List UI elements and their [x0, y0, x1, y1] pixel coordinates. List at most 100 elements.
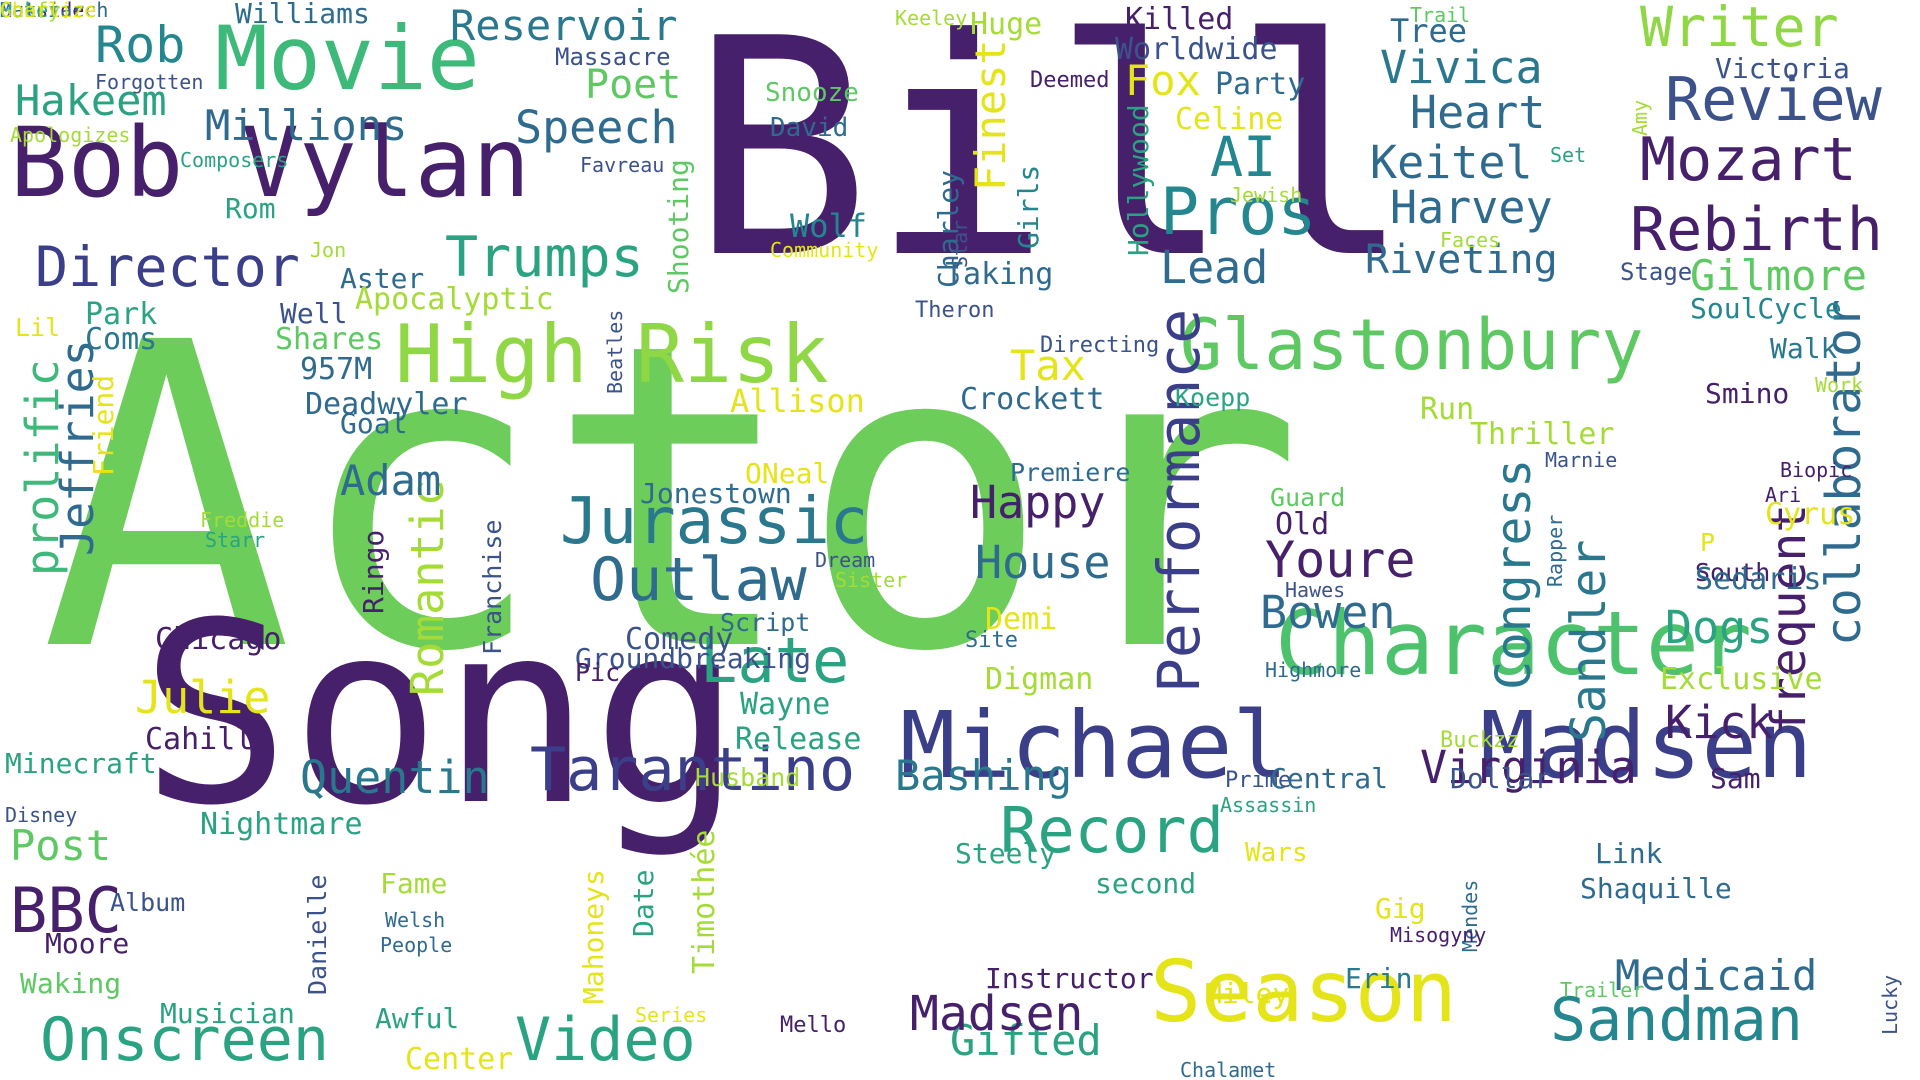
- word-disney: Disney: [5, 803, 78, 827]
- word-riveting: Riveting: [1365, 237, 1558, 283]
- word-steely: Steely: [955, 837, 1057, 870]
- word-harvey: Harvey: [1390, 181, 1553, 234]
- word-bob-vylan: Bob Vylan: [10, 107, 531, 219]
- word-jurassic: Jurassic: [560, 485, 869, 559]
- word-actor: Actor: [40, 255, 1305, 744]
- word-groundbreaking: Groundbreaking: [575, 642, 812, 675]
- word-director: Director: [35, 235, 300, 299]
- word-shooting: Shooting: [662, 159, 695, 295]
- word-keeley: Keeley: [895, 6, 968, 30]
- word-dogs: Dogs: [1665, 601, 1774, 654]
- word-reservoir: Reservoir: [450, 1, 678, 50]
- word-gilmore: Gilmore: [1690, 251, 1868, 300]
- word-sandman: Sandman: [1550, 985, 1803, 1055]
- word-writer: Writer: [1640, 0, 1839, 59]
- word-misogyny: Misogyny: [1390, 923, 1487, 947]
- word-buckzz: Buckzz: [1440, 728, 1520, 753]
- word-date: Date: [627, 869, 660, 938]
- word-stage: Stage: [1620, 258, 1693, 286]
- word-cahills: Cahills: [145, 722, 272, 757]
- word-exclusive: Exclusive: [1660, 662, 1823, 697]
- word-jon: Jon: [310, 238, 347, 262]
- word-wayne: Wayne: [740, 687, 831, 722]
- word-david: David: [770, 113, 849, 143]
- word-season: Season: [1150, 943, 1458, 1042]
- word-onscreen: Onscreen: [40, 1005, 329, 1075]
- word-dollar: Dollar: [1450, 762, 1552, 795]
- word-medicaid: Medicaid: [1615, 951, 1818, 1000]
- word-dream: Dream: [815, 548, 876, 572]
- word-shares: Shares: [275, 322, 384, 357]
- word-coms: Coms: [85, 322, 158, 357]
- word-wolf: Wolf: [790, 207, 868, 245]
- word-girls: Girls: [1012, 164, 1045, 249]
- word-happy: Happy: [970, 476, 1106, 529]
- word-favreau: Favreau: [580, 153, 665, 177]
- word-keitel: Keitel: [1370, 136, 1533, 189]
- word-biopic: Biopic: [1780, 458, 1853, 482]
- word-central: Central: [1270, 762, 1389, 795]
- word-forgotten: Forgotten: [95, 70, 204, 94]
- word-house: House: [975, 536, 1111, 589]
- word-chicago: Chicago: [155, 622, 282, 657]
- word-bowen: Bowen: [1260, 586, 1396, 639]
- word-huge: Huge: [970, 7, 1043, 42]
- word-pros: Pros: [1160, 175, 1317, 250]
- word-matriarch: Matriarch: [0, 0, 109, 22]
- word-series: Series: [635, 1003, 708, 1027]
- word-instructor: Instructor: [985, 962, 1154, 995]
- word-theron: Theron: [915, 298, 995, 323]
- word-post: Post: [10, 821, 112, 870]
- word-oneal: ONeal: [745, 457, 830, 490]
- word-williams: Williams: [235, 0, 370, 30]
- word-poker: Poker: [0, 0, 61, 22]
- word-allison: Allison: [730, 382, 865, 420]
- word-outside: Outside: [0, 0, 85, 22]
- word-demi: Demi: [985, 602, 1058, 637]
- word-julie: Julie: [135, 671, 271, 724]
- word-tree: Tree: [1390, 12, 1468, 50]
- word-goofy: Goofy: [0, 0, 61, 22]
- word-koepp: Koepp: [1175, 383, 1251, 412]
- word-welsh: Welsh: [385, 908, 446, 932]
- word-hawes: Hawes: [1285, 578, 1346, 602]
- word-rob: Rob: [95, 16, 186, 74]
- word-tarantino: Tarantino: [530, 735, 856, 805]
- word-performance: Performance: [1145, 308, 1213, 693]
- word-poet: Poet: [585, 62, 682, 108]
- word-miley: Miley: [1205, 977, 1290, 1010]
- word-pic: Pic: [575, 658, 621, 687]
- word-husband: Husband: [695, 763, 801, 792]
- word-victoria: Victoria: [1715, 52, 1850, 85]
- word-amy: Amy: [1628, 99, 1652, 136]
- word-composers: Composers: [180, 148, 289, 172]
- word-timoth-e: Timothée: [687, 829, 722, 975]
- word-youre: Youre: [1265, 531, 1416, 589]
- word-worldwide: Worldwide: [1115, 32, 1278, 67]
- word-danielle: Danielle: [303, 874, 332, 995]
- word-rom: Rom: [225, 192, 276, 225]
- word-heart: Heart: [1410, 86, 1546, 139]
- word-freddie: Freddie: [200, 508, 285, 532]
- word-madsen: Madsen: [1480, 692, 1813, 799]
- word-deadwyler: Deadwyler: [305, 387, 468, 422]
- word-set: Set: [1550, 143, 1587, 167]
- word-michael: Michael: [900, 692, 1288, 799]
- word-musician: Musician: [160, 997, 295, 1030]
- word-gifted: Gifted: [950, 1016, 1102, 1065]
- word-old: Old: [1275, 507, 1330, 542]
- word-outlaw: Outlaw: [590, 545, 807, 615]
- word-millions: Millions: [205, 101, 408, 150]
- word-review: Review: [1665, 65, 1882, 135]
- word-digman: Digman: [985, 662, 1094, 697]
- word-celine: Celine: [1175, 102, 1284, 137]
- word-link: Link: [1595, 837, 1663, 870]
- word-awful: Awful: [375, 1002, 460, 1035]
- word-mello: Mello: [780, 1013, 847, 1038]
- word-run: Run: [1420, 392, 1475, 427]
- word-rapper: Rapper: [1543, 514, 1567, 587]
- word-walk: Walk: [1770, 332, 1838, 365]
- word-script: Script: [720, 608, 811, 637]
- word-killed: Killed: [1125, 2, 1234, 37]
